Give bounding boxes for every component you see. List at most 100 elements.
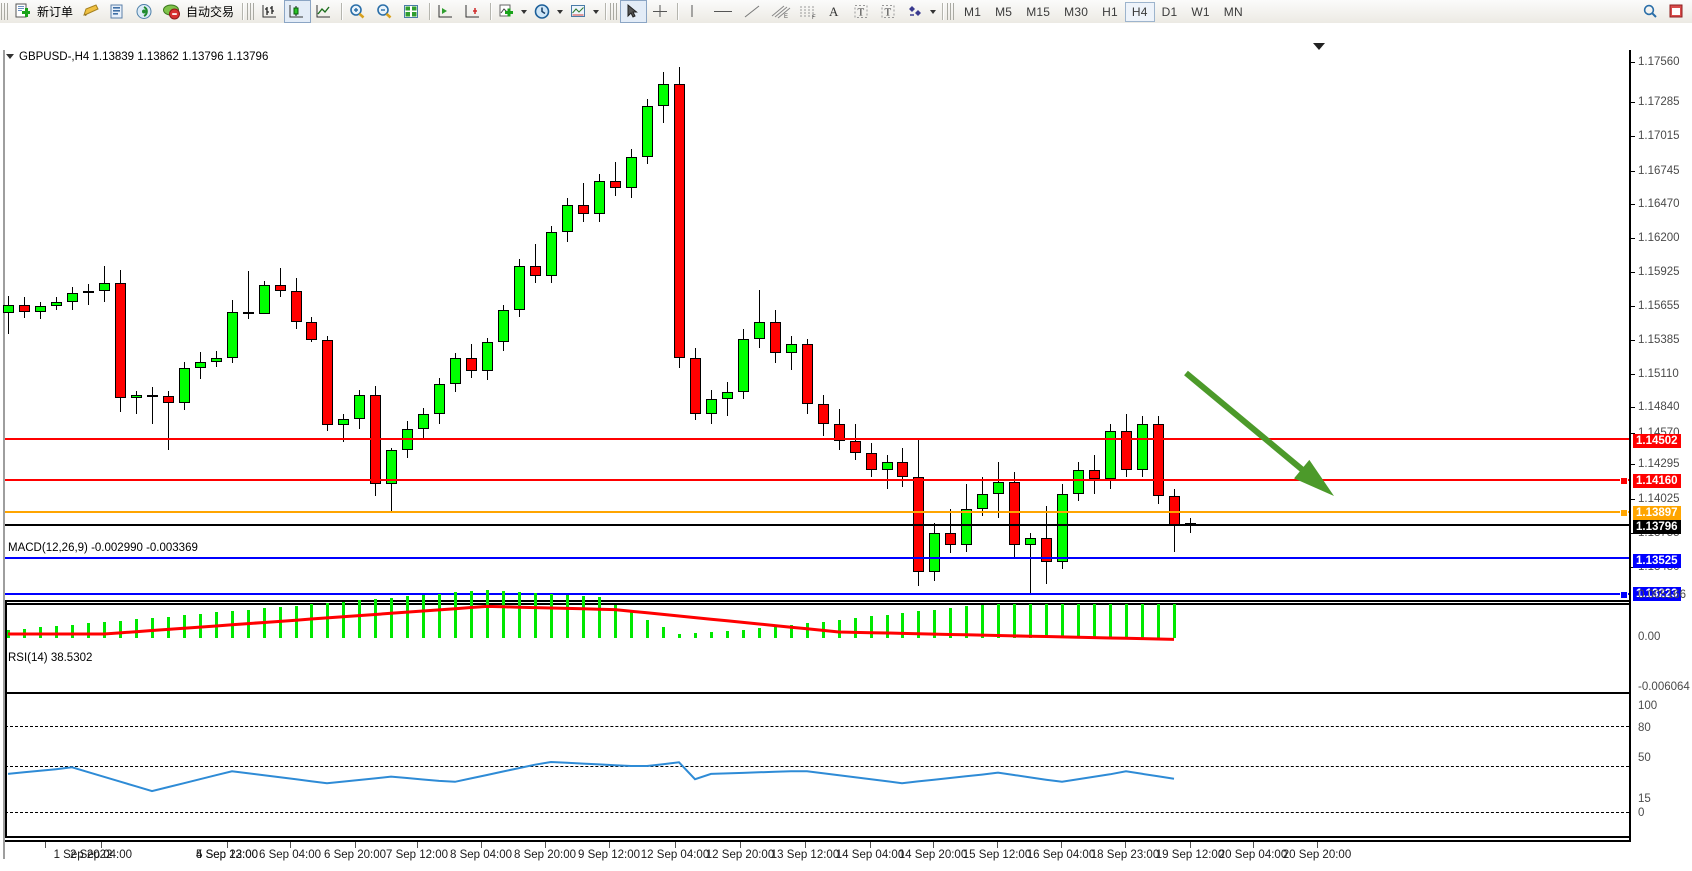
text-button[interactable]: A: [822, 0, 849, 23]
symbol-info-bar[interactable]: GBPUSD-,H4 1.13839 1.13862 1.13796 1.137…: [6, 49, 268, 64]
data-window-button[interactable]: [132, 0, 159, 23]
zoom-in-button[interactable]: [345, 0, 372, 23]
price-level-tag[interactable]: 1.13525: [1633, 554, 1681, 568]
price-level-tag[interactable]: 1.13796: [1633, 520, 1681, 534]
timeframe-d1[interactable]: D1: [1161, 4, 1178, 19]
time-axis-label: 7 Sep 12:00: [385, 849, 449, 861]
grid-button[interactable]: [399, 0, 426, 23]
macd-histogram-bar: [1013, 604, 1016, 638]
macd-histogram-bar: [167, 616, 170, 638]
price-axis-line: [1629, 50, 1631, 859]
candle-body: [131, 394, 142, 399]
templates-dropdown-caret[interactable]: [593, 9, 600, 14]
price-level-tag[interactable]: 1.13897: [1633, 506, 1681, 520]
rsi-line: [7, 760, 1175, 793]
macd-histogram-bar: [119, 620, 122, 638]
auto-trading-label: 自动交易: [186, 5, 235, 19]
candle-body: [546, 231, 557, 276]
trend-line-button[interactable]: [738, 0, 766, 23]
time-axis-label: 14 Sep 20:00: [898, 849, 968, 861]
object-dropdown-caret[interactable]: [930, 9, 937, 14]
rsi-level-15: [5, 812, 1629, 814]
rsi-level-50: [5, 766, 1629, 767]
price-level-line-support[interactable]: [5, 556, 1629, 559]
svg-text:A: A: [829, 4, 839, 19]
text-label-icon: T: [854, 5, 868, 19]
chart-type-grip[interactable]: [247, 3, 255, 20]
price-level-line-resistance[interactable]: [5, 437, 1629, 440]
price-axis-label: 1.14025: [1638, 493, 1680, 505]
price-level-tag[interactable]: 1.14160: [1633, 474, 1681, 488]
period-button[interactable]: [530, 0, 557, 23]
timeframe-w1[interactable]: W1: [1191, 4, 1210, 19]
shapes-button[interactable]: T: [876, 0, 903, 23]
grid-icon: [404, 5, 419, 18]
cursor-icon: [627, 3, 638, 18]
price-tick: [1631, 204, 1635, 205]
fibonacci-button[interactable]: F: [794, 0, 822, 23]
timeframe-m5[interactable]: M5: [995, 4, 1013, 19]
candle-body: [450, 358, 461, 384]
price-level-tag[interactable]: 1.13223: [1633, 587, 1681, 601]
price-level-line-support[interactable]: [5, 593, 1629, 596]
pencil-button[interactable]: [78, 0, 105, 23]
candle-body: [610, 181, 621, 189]
chart-menu-caret-icon[interactable]: [6, 54, 14, 59]
rsi-pane-bottom-border: [5, 836, 1629, 838]
text-label-button[interactable]: T: [849, 0, 876, 23]
macd-histogram-bar: [1077, 604, 1080, 638]
timeframe-h1[interactable]: H1: [1102, 4, 1118, 19]
equidistant-channel-button[interactable]: E: [766, 0, 794, 23]
drawing-tools-grip[interactable]: [610, 3, 618, 20]
chart-scroll-chevron-icon[interactable]: [1313, 43, 1325, 50]
object-list-button[interactable]: [903, 0, 930, 23]
price-axis-label: 1.16470: [1638, 198, 1680, 210]
candle-body: [658, 83, 669, 106]
window-button[interactable]: [1665, 0, 1692, 23]
time-axis-label: 14 Sep 04:00: [835, 849, 905, 861]
price-axis-label: 1.16745: [1638, 165, 1680, 177]
candle-body: [482, 342, 493, 372]
zoom-out-button[interactable]: [372, 0, 399, 23]
candle-body: [115, 282, 126, 399]
auto-trading-button[interactable]: 自动交易: [159, 0, 239, 23]
templates-button[interactable]: [566, 0, 593, 23]
chart-frame[interactable]: GBPUSD-,H4 1.13839 1.13862 1.13796 1.137…: [0, 23, 1692, 871]
period-clock-icon: [534, 4, 550, 19]
price-level-anchor[interactable]: [1620, 509, 1628, 518]
price-tick: [1631, 171, 1635, 172]
timeframe-m15[interactable]: M15: [1026, 4, 1051, 19]
price-scale[interactable]: 1.17560 1.17285 1.17015 1.16745 1.16470 1.162…: [1631, 50, 1692, 859]
indicator-dropdown-caret[interactable]: [521, 9, 528, 14]
time-tick: [545, 842, 546, 848]
timeframe-h4[interactable]: H4: [1124, 1, 1155, 22]
line-chart-button[interactable]: [311, 0, 338, 23]
crosshair-button[interactable]: [647, 0, 674, 23]
candle-body: [929, 532, 940, 572]
timeframe-m30[interactable]: M30: [1064, 4, 1089, 19]
timeframe-grip[interactable]: [947, 3, 955, 20]
timeframe-mn[interactable]: MN: [1223, 4, 1243, 19]
timeframe-m1[interactable]: M1: [964, 4, 982, 19]
price-level-anchor[interactable]: [1620, 477, 1628, 486]
price-level-line-resistance[interactable]: [5, 479, 1629, 482]
cursor-button[interactable]: [620, 0, 648, 23]
auto-scroll-button[interactable]: [460, 0, 487, 23]
vertical-line-button[interactable]: [681, 0, 708, 23]
price-level-line-current-price[interactable]: [5, 523, 1629, 526]
bar-chart-button[interactable]: [257, 0, 284, 23]
time-scale[interactable]: 1 Sep 2022 2 Sep 04:00 4 Sep 23:00 5 Sep 12…: [5, 842, 1692, 871]
terminal-button[interactable]: [105, 0, 132, 23]
time-tick: [355, 842, 356, 848]
horizontal-line-button[interactable]: [708, 0, 738, 23]
toolbar-grip[interactable]: [1, 3, 8, 20]
price-level-tag[interactable]: 1.14502: [1633, 434, 1681, 448]
chart-shift-button[interactable]: [433, 0, 460, 23]
price-level-anchor[interactable]: [1620, 591, 1628, 600]
new-order-button[interactable]: 新订单: [11, 0, 78, 23]
candlestick-chart-button[interactable]: [284, 0, 312, 23]
search-button[interactable]: [1638, 0, 1665, 23]
price-level-line-pivot[interactable]: [5, 511, 1629, 514]
period-dropdown-caret[interactable]: [557, 9, 564, 14]
add-indicator-button[interactable]: [494, 0, 521, 23]
